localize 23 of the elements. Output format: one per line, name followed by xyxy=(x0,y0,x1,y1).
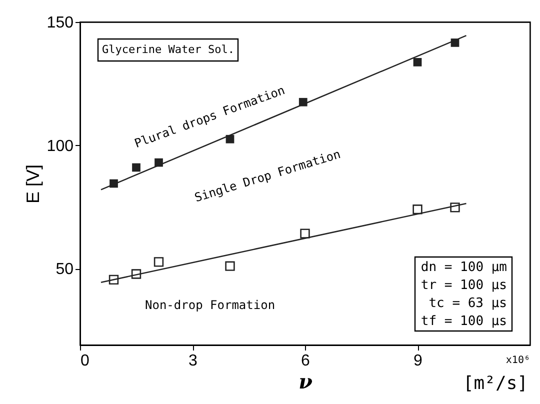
y-axis-title: E [V] xyxy=(22,164,43,204)
annotation: Non-drop Formation xyxy=(145,298,276,312)
x-tick-label: 9 xyxy=(414,352,423,370)
x-tick-label: 0 xyxy=(80,352,90,370)
point xyxy=(132,163,140,172)
text: [m²/s] xyxy=(462,373,528,394)
y-tick-label: 150 xyxy=(46,14,74,32)
x-tick-label: 6 xyxy=(301,352,310,370)
y-tick-label: 100 xyxy=(46,138,74,155)
annotation: tr = 100 μs xyxy=(420,278,507,293)
point xyxy=(413,58,422,66)
text: x10⁶ xyxy=(506,355,530,366)
x-axis-title: ν xyxy=(298,370,313,394)
x-tick-label: 3 xyxy=(188,352,198,370)
point xyxy=(225,261,235,271)
annotation: dn = 100 μm xyxy=(420,260,508,275)
annotation: Glycerine Water Sol. xyxy=(102,43,234,56)
point xyxy=(154,257,164,267)
y-tick-label: 50 xyxy=(56,261,74,278)
point xyxy=(412,204,422,214)
point xyxy=(300,228,310,238)
annotation: tc = 63 μs xyxy=(428,296,507,311)
annotation: tf = 100 μs xyxy=(420,314,507,329)
